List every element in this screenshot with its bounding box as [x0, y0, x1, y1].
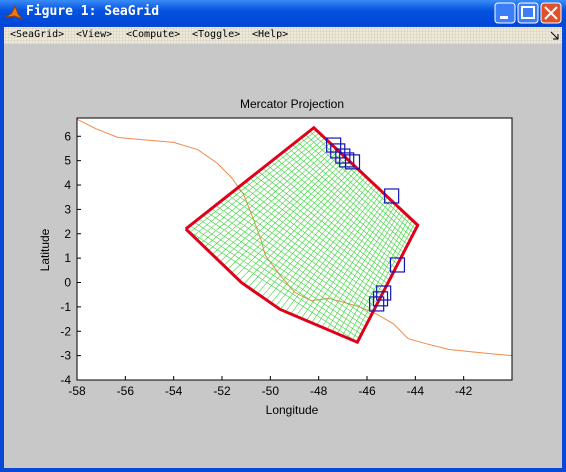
- y-tick-label: -2: [60, 324, 71, 338]
- marker: [326, 137, 342, 153]
- figure-area: Mercator Projection Longitude Latitude -…: [4, 44, 562, 468]
- x-tick-label: -48: [310, 384, 328, 398]
- x-tick-label: -58: [68, 384, 86, 398]
- plot-layer: [77, 118, 512, 357]
- y-tick-label: -3: [60, 349, 71, 363]
- x-tick-label: -52: [213, 384, 231, 398]
- y-tick-label: 4: [64, 178, 71, 192]
- x-tick-label: -54: [165, 384, 183, 398]
- marker: [335, 148, 351, 164]
- y-tick-label: 0: [64, 276, 71, 290]
- marker: [330, 143, 346, 159]
- y-axis-label: Latitude: [38, 228, 52, 271]
- chart: Mercator Projection Longitude Latitude -…: [38, 97, 513, 417]
- menu-item[interactable]: <View>: [76, 29, 113, 40]
- dock-icon[interactable]: [550, 31, 560, 41]
- close-icon: [544, 6, 558, 20]
- menu-item[interactable]: <SeaGrid>: [10, 29, 65, 40]
- x-tick-label: -50: [262, 384, 280, 398]
- menu-bar: <SeaGrid> <View> <Compute> <Toggle> <Hel…: [4, 27, 562, 44]
- menu-item[interactable]: <Help>: [252, 29, 289, 40]
- marker: [369, 296, 385, 312]
- x-tick-label: -42: [455, 384, 473, 398]
- y-tick-label: 6: [64, 129, 71, 143]
- title-bar: Figure 1: SeaGrid: [0, 0, 566, 26]
- minimize-icon: [500, 16, 508, 19]
- axes-box: [76, 117, 513, 381]
- menu-item[interactable]: <Compute>: [126, 29, 181, 40]
- maximize-icon: [521, 6, 535, 19]
- minimize-button[interactable]: [494, 2, 516, 24]
- window-title: Figure 1: SeaGrid: [26, 4, 160, 19]
- marker: [384, 188, 400, 204]
- menu-item[interactable]: <Toggle>: [192, 29, 241, 40]
- y-tick-label: 5: [64, 154, 71, 168]
- app-icon: [5, 4, 23, 20]
- window-controls: [494, 2, 562, 24]
- marker: [344, 154, 361, 170]
- x-tick-label: -46: [358, 384, 376, 398]
- chart-title: Mercator Projection: [240, 97, 344, 111]
- y-tick-label: 3: [64, 202, 71, 216]
- x-tick-label: -44: [407, 384, 425, 398]
- marker: [339, 152, 355, 168]
- marker: [389, 257, 406, 273]
- x-axis-label: Longitude: [266, 403, 319, 417]
- y-tick-label: 2: [64, 227, 71, 241]
- marker: [372, 291, 389, 307]
- y-tick-label: -4: [60, 373, 71, 387]
- y-tick-label: -1: [60, 300, 71, 314]
- boundary: [184, 125, 420, 345]
- y-tick-label: 1: [64, 251, 71, 265]
- x-tick-label: -56: [117, 384, 135, 398]
